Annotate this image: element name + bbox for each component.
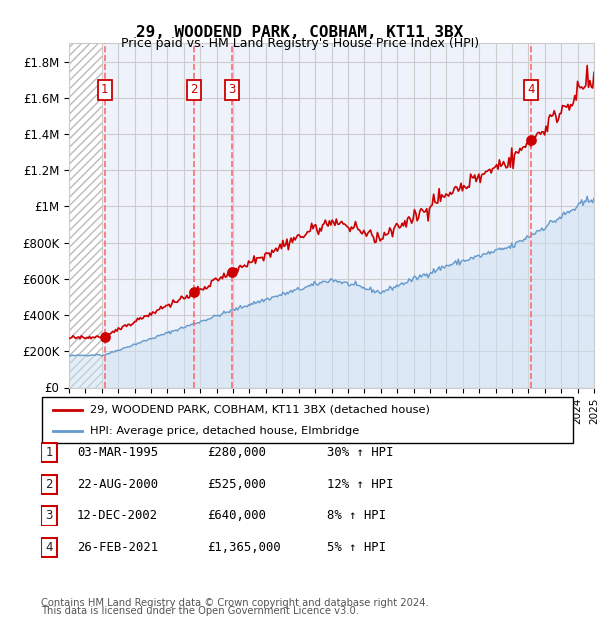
Text: 26-FEB-2021: 26-FEB-2021 bbox=[77, 541, 158, 554]
Text: £280,000: £280,000 bbox=[207, 446, 266, 459]
Text: 12-DEC-2002: 12-DEC-2002 bbox=[77, 510, 158, 522]
FancyBboxPatch shape bbox=[41, 443, 57, 463]
Text: 22-AUG-2000: 22-AUG-2000 bbox=[77, 478, 158, 490]
Text: 1: 1 bbox=[46, 446, 53, 459]
Text: Contains HM Land Registry data © Crown copyright and database right 2024.: Contains HM Land Registry data © Crown c… bbox=[41, 598, 428, 608]
FancyBboxPatch shape bbox=[41, 538, 57, 557]
Text: 30% ↑ HPI: 30% ↑ HPI bbox=[327, 446, 394, 459]
Text: HPI: Average price, detached house, Elmbridge: HPI: Average price, detached house, Elmb… bbox=[90, 426, 359, 436]
Text: 3: 3 bbox=[229, 83, 236, 96]
Text: 29, WOODEND PARK, COBHAM, KT11 3BX: 29, WOODEND PARK, COBHAM, KT11 3BX bbox=[136, 25, 464, 40]
Text: 2: 2 bbox=[191, 83, 198, 96]
FancyBboxPatch shape bbox=[41, 474, 57, 494]
Text: 4: 4 bbox=[527, 83, 535, 96]
Text: 29, WOODEND PARK, COBHAM, KT11 3BX (detached house): 29, WOODEND PARK, COBHAM, KT11 3BX (deta… bbox=[90, 405, 430, 415]
FancyBboxPatch shape bbox=[42, 397, 573, 443]
Text: £1,365,000: £1,365,000 bbox=[207, 541, 281, 554]
Text: 5% ↑ HPI: 5% ↑ HPI bbox=[327, 541, 386, 554]
Point bbox=[227, 267, 237, 277]
Text: £640,000: £640,000 bbox=[207, 510, 266, 522]
Text: 8% ↑ HPI: 8% ↑ HPI bbox=[327, 510, 386, 522]
Point bbox=[190, 288, 199, 298]
Point bbox=[526, 135, 536, 145]
Text: 12% ↑ HPI: 12% ↑ HPI bbox=[327, 478, 394, 490]
Text: Price paid vs. HM Land Registry's House Price Index (HPI): Price paid vs. HM Land Registry's House … bbox=[121, 37, 479, 50]
Text: 2: 2 bbox=[46, 478, 53, 490]
Text: 4: 4 bbox=[46, 541, 53, 554]
Text: This data is licensed under the Open Government Licence v3.0.: This data is licensed under the Open Gov… bbox=[41, 606, 359, 616]
Text: £525,000: £525,000 bbox=[207, 478, 266, 490]
Point bbox=[100, 332, 109, 342]
Bar bbox=[69, 43, 102, 388]
Text: 03-MAR-1995: 03-MAR-1995 bbox=[77, 446, 158, 459]
Text: 3: 3 bbox=[46, 510, 53, 522]
FancyBboxPatch shape bbox=[41, 506, 57, 526]
Text: 1: 1 bbox=[101, 83, 109, 96]
